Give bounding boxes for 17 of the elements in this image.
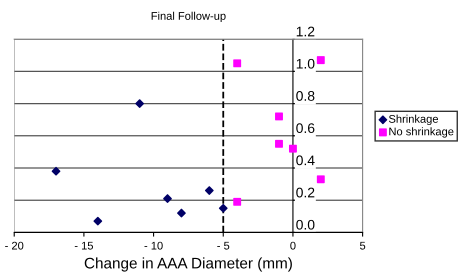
x-tick-label: 5 <box>360 242 366 250</box>
y-tick-label: 0.0 <box>296 220 314 230</box>
y-tick-label: 1.0 <box>296 58 314 69</box>
x-tick-label: - 20 <box>5 242 24 250</box>
x-tick-label: 0 <box>290 242 296 250</box>
y-tick-label: 0.8 <box>296 91 314 101</box>
y-tick-label: 0.4 <box>296 155 315 166</box>
x-tick-label: - 15 <box>74 242 94 250</box>
legend-label: Shrinkage <box>388 114 438 126</box>
legend-label: No shrinkage <box>389 127 454 138</box>
y-tick-label: 1.2 <box>296 26 314 36</box>
chart-title: Final Follow-up <box>152 12 226 22</box>
y-tick-label: 0.2 <box>296 188 314 198</box>
x-axis-title: Change in AAA Diameter (mm) <box>84 257 292 272</box>
x-tick-label: - 10 <box>144 242 163 250</box>
x-tick-label: - 5 <box>217 242 230 250</box>
y-tick-label: 0.6 <box>296 123 314 134</box>
